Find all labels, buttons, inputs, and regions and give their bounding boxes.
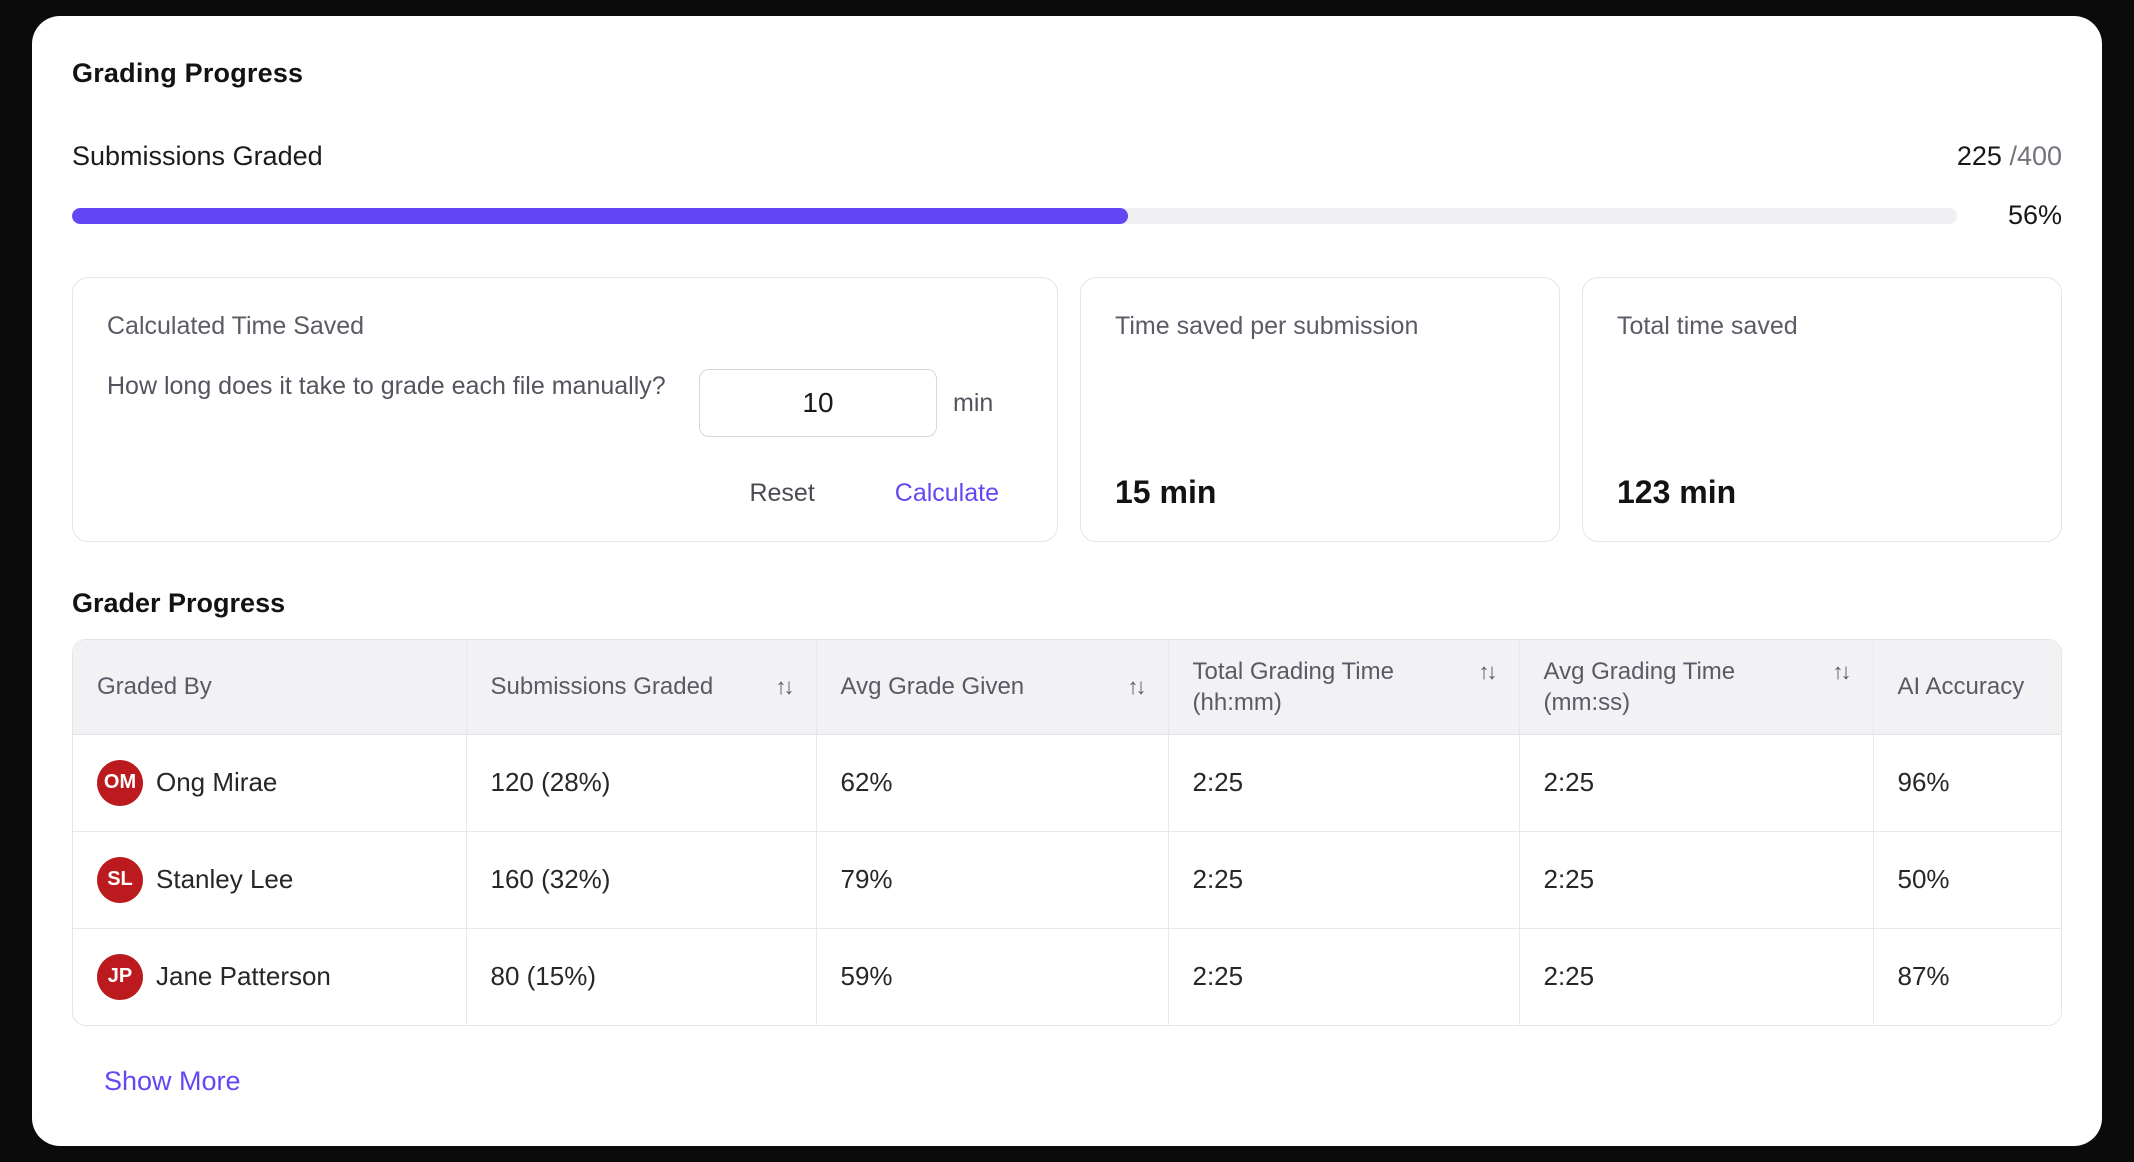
grader-name: Ong Mirae (156, 767, 278, 797)
avg-time-cell: 2:25 (1518, 734, 1873, 831)
table-row: SL Stanley Lee 160 (32%) 79% 2:25 2:25 5… (73, 830, 2061, 928)
page-title: Grading Progress (72, 58, 304, 88)
reset-button[interactable]: Reset (749, 479, 815, 507)
submissions-graded-label: Submissions Graded (72, 141, 323, 171)
progress-bar-track (72, 207, 1957, 224)
column-header-avg-grade-given[interactable]: Avg Grade Given ↑↓ (815, 640, 1168, 735)
grading-progress-panel: Grading Progress Submissions Graded 225 … (32, 16, 2102, 1146)
total-time-saved-card: Total time saved 123 min (1582, 277, 2062, 542)
stat-card-title: Total time saved (1617, 312, 1798, 340)
minutes-input[interactable] (699, 369, 937, 437)
sort-icon[interactable]: ↑↓ (1478, 658, 1498, 684)
column-header-graded-by: Graded By (73, 640, 466, 735)
avg-grade-cell: 62% (815, 734, 1168, 831)
submissions-cell: 80 (15%) (465, 927, 816, 1025)
grader-name: Stanley Lee (156, 864, 294, 894)
avatar: JP (97, 953, 143, 1000)
total-count: /400 (2009, 141, 2062, 171)
grader-cell: OM Ong Mirae (97, 759, 442, 806)
grader-cell: SL Stanley Lee (97, 856, 442, 903)
table-header-row: Graded By Submissions Graded ↑↓ Avg Grade… (73, 640, 2061, 735)
sort-icon[interactable]: ↑↓ (1832, 658, 1852, 684)
time-saved-per-submission-value: 15 min (1115, 474, 1217, 510)
column-header-ai-accuracy: AI Accuracy (1872, 640, 2061, 735)
table-row: OM Ong Mirae 120 (28%) 62% 2:25 2:25 96% (73, 734, 2061, 831)
avatar: OM (97, 759, 143, 806)
calc-question: How long does it take to grade each file… (107, 372, 666, 400)
graded-count: 225 (1956, 141, 2002, 171)
avatar: SL (97, 856, 143, 903)
avg-time-cell: 2:25 (1518, 927, 1873, 1025)
show-more-button[interactable]: Show More (104, 1066, 241, 1096)
calculate-button[interactable]: Calculate (894, 479, 999, 507)
ai-accuracy-cell: 50% (1872, 830, 2061, 928)
grader-name: Jane Patterson (156, 961, 331, 992)
sort-icon[interactable]: ↑↓ (775, 674, 795, 700)
submissions-cell: 120 (28%) (465, 734, 816, 831)
column-header-avg-grading-time[interactable]: Avg Grading Time (mm:ss) ↑↓ (1518, 640, 1873, 735)
submissions-count: 225 /400 (1957, 141, 2062, 172)
progress-fill (72, 207, 1128, 224)
calculated-time-saved-card: Calculated Time Saved How long does it t… (72, 277, 1058, 542)
total-time-cell: 2:25 (1167, 734, 1519, 831)
column-header-submissions-graded[interactable]: Submissions Graded ↑↓ (465, 640, 816, 735)
calc-card-title: Calculated Time Saved (107, 312, 365, 340)
time-saved-per-submission-card: Time saved per submission 15 min (1080, 277, 1560, 542)
submissions-cell: 160 (32%) (465, 830, 816, 928)
grader-progress-table: Graded By Submissions Graded ↑↓ Avg Grade… (72, 639, 2062, 1026)
table-row: JP Jane Patterson 80 (15%) 59% 2:25 2:25… (73, 927, 2061, 1025)
column-header-total-grading-time[interactable]: Total Grading Time (hh:mm) ↑↓ (1167, 640, 1519, 735)
minutes-unit-label: min (953, 388, 994, 417)
total-time-saved-value: 123 min (1617, 474, 1737, 510)
avg-time-cell: 2:25 (1518, 830, 1873, 928)
sort-icon[interactable]: ↑↓ (1127, 674, 1147, 700)
total-time-cell: 2:25 (1167, 830, 1519, 928)
progress-percent: 56% (2007, 200, 2062, 230)
total-time-cell: 2:25 (1167, 927, 1519, 1025)
stat-card-title: Time saved per submission (1115, 312, 1419, 340)
ai-accuracy-cell: 96% (1872, 734, 2061, 831)
avg-grade-cell: 59% (815, 927, 1168, 1025)
avg-grade-cell: 79% (815, 830, 1168, 928)
grader-cell: JP Jane Patterson (97, 953, 442, 1000)
grader-progress-title: Grader Progress (72, 588, 286, 618)
ai-accuracy-cell: 87% (1872, 927, 2061, 1025)
progress-bar-row: 56% (72, 200, 2062, 231)
progress-header: Submissions Graded 225 /400 (72, 141, 2062, 172)
